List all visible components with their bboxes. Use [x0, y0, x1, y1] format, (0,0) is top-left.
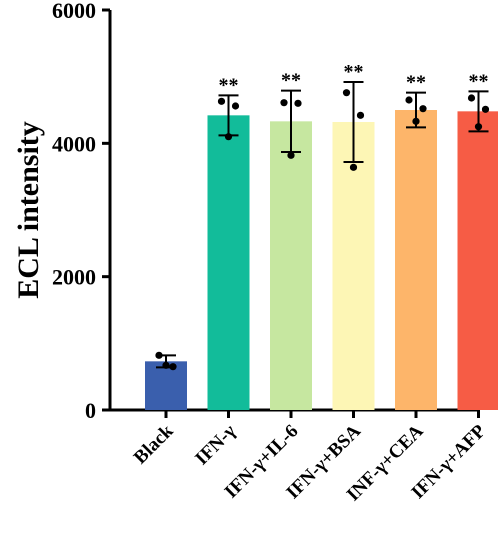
data-point — [467, 94, 476, 102]
data-point — [162, 361, 170, 369]
x-axis: Black IFN-γIFN-γ+IL-6IFN-γ+BSAINF-γ+CEAIF… — [110, 408, 490, 505]
y-axis-label: ECL intensity — [12, 121, 45, 299]
data-point — [405, 96, 413, 104]
data-point — [412, 117, 420, 125]
y-tick-label: 0 — [85, 398, 96, 423]
significance-label: ** — [281, 70, 301, 92]
bar — [145, 361, 187, 410]
data-point — [224, 133, 233, 141]
data-point — [217, 97, 226, 105]
bar — [457, 111, 498, 410]
data-point — [342, 89, 351, 97]
significance-label: ** — [219, 74, 239, 96]
data-point — [474, 123, 483, 131]
significance-label: ** — [469, 70, 489, 92]
significance-labels: ** ** ** ** ** — [219, 61, 489, 96]
data-point — [169, 363, 177, 371]
bar — [207, 115, 250, 410]
data-point — [481, 105, 490, 113]
significance-label: ** — [406, 72, 426, 94]
y-tick-label: 6000 — [52, 0, 96, 23]
data-point — [294, 99, 302, 107]
error-bars — [156, 81, 489, 369]
data-point — [231, 102, 240, 110]
bars — [145, 110, 498, 410]
y-axis: 0 2000 4000 6000 — [52, 0, 112, 423]
data-point — [155, 351, 163, 359]
x-tick-label: Black — [130, 420, 178, 468]
y-tick-label: 2000 — [52, 265, 96, 290]
data-point — [280, 99, 288, 107]
bar — [270, 121, 312, 410]
data-point — [419, 105, 427, 113]
y-tick-label: 4000 — [52, 131, 96, 156]
significance-label: ** — [344, 61, 364, 83]
data-point — [287, 151, 295, 159]
data-points — [155, 89, 490, 371]
bar — [395, 110, 437, 410]
data-point — [356, 111, 365, 119]
x-tick-label: IFN-γ — [191, 421, 240, 470]
data-point — [349, 163, 358, 171]
